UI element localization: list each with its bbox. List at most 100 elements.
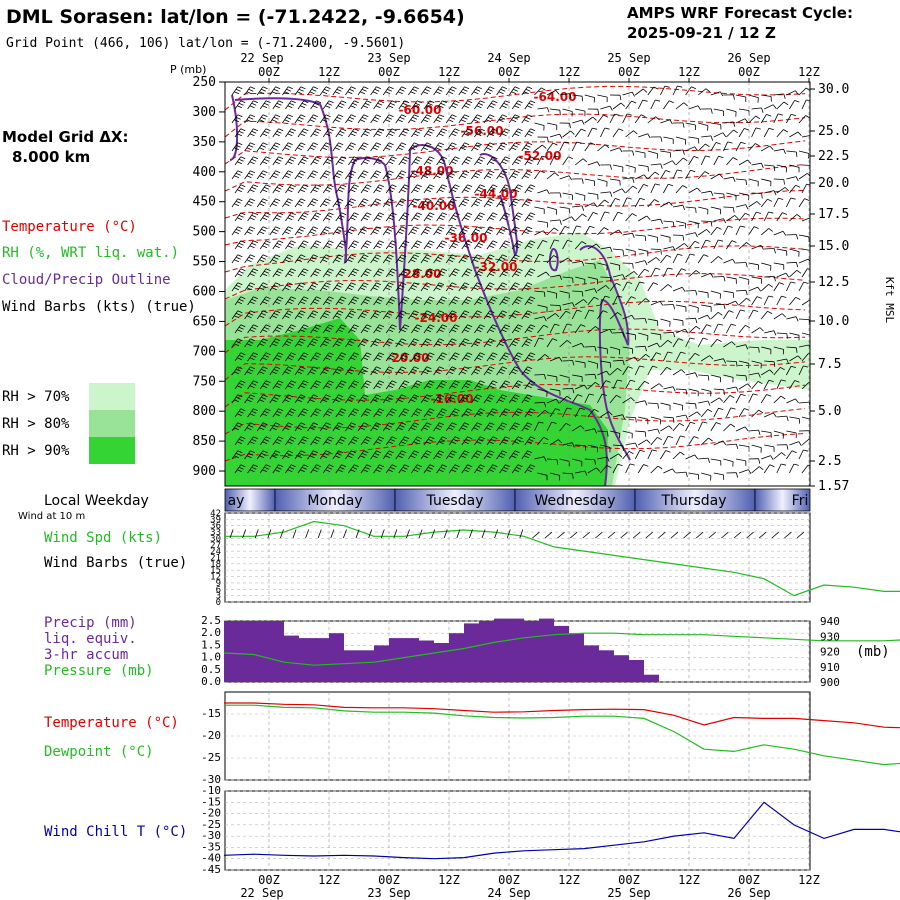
- wind-barb-flag: [322, 147, 328, 151]
- wind-barb-flag: [467, 380, 473, 384]
- wind-barb-flag: [234, 343, 240, 347]
- wind-barb-flag: [238, 466, 244, 470]
- wind-barb-flag: [476, 385, 482, 389]
- wind-barb: [256, 394, 264, 404]
- precip-bar-18: [494, 618, 509, 682]
- wind-barb-flag: [773, 361, 776, 367]
- wind-barb-flag: [349, 312, 355, 316]
- wind-barb: [675, 471, 687, 474]
- wind-barb: [675, 102, 685, 110]
- wind-barb-flag: [489, 217, 495, 221]
- wind-barb-flag: [426, 450, 432, 454]
- wind-barb: [231, 338, 239, 348]
- wind-barb: [622, 346, 633, 350]
- wind-barb-flag: [426, 413, 432, 417]
- wind-barb-flag: [364, 158, 370, 162]
- wind-barb-flag: [690, 169, 696, 173]
- wind-barb-flag: [467, 156, 473, 160]
- wind-barb-flag: [438, 133, 444, 137]
- wind-barb: [660, 425, 670, 432]
- wind-barb-flag: [473, 203, 479, 207]
- wind-barb-flag: [517, 268, 523, 272]
- wind-barb-flag: [467, 184, 473, 188]
- wind-barb: [370, 254, 377, 264]
- wind-barb-flag: [249, 329, 255, 333]
- wind-barb: [272, 464, 279, 474]
- wind-barb-flag: [311, 256, 317, 260]
- wind-barb: [584, 94, 595, 98]
- wind-barb: [572, 374, 583, 378]
- wind-barb-flag: [424, 116, 430, 120]
- wind-barb: [751, 360, 762, 364]
- wind-barb-flag: [439, 282, 445, 286]
- wind-barb-flag: [379, 380, 385, 384]
- wind-barb-flag: [338, 86, 344, 90]
- wind-barb: [773, 313, 783, 320]
- wind-barb: [423, 436, 431, 446]
- wind-barb: [259, 296, 267, 306]
- wind-barb: [584, 373, 595, 376]
- wind-barb-flag: [514, 170, 520, 174]
- wind-barb-flag: [552, 142, 558, 146]
- wind-barb-flag: [290, 324, 296, 328]
- wind-barb: [751, 327, 761, 334]
- wind-barb: [496, 114, 503, 124]
- wind-barb-flag: [300, 105, 306, 109]
- wind-barb: [562, 323, 568, 334]
- wind-barb-flag: [336, 452, 342, 456]
- wind-barb-flag: [758, 458, 761, 464]
- wind-barb-flag: [767, 310, 773, 314]
- wind-barb-flag: [328, 240, 334, 244]
- wind-barb-flag: [287, 142, 293, 146]
- wind-barb-flag: [387, 452, 392, 456]
- wind-barb-flag: [450, 200, 455, 204]
- wind-barb-flag: [590, 142, 596, 146]
- wind-barb-flag: [795, 398, 799, 404]
- wind-barb-flag: [379, 184, 385, 188]
- wind-barb: [357, 282, 365, 292]
- wind-barb: [760, 114, 767, 124]
- wind-barb-flag: [324, 452, 329, 456]
- wind-barb-flag: [740, 393, 746, 396]
- wind-barb-flag: [238, 326, 244, 330]
- wind-barb-flag: [581, 261, 585, 266]
- wind-barb: [609, 113, 615, 124]
- wind-barb-flag: [439, 450, 445, 454]
- wind-barb-flag: [328, 324, 334, 328]
- wind-barb: [549, 155, 555, 166]
- wind-barb-flag: [710, 221, 713, 227]
- wind-barb-flag: [413, 310, 419, 314]
- wind-barb-flag: [412, 452, 418, 456]
- wind-barb: [786, 150, 797, 153]
- wind-barb-flag: [264, 466, 269, 470]
- wind-barb-flag: [300, 86, 306, 90]
- wind-barb-flag: [363, 245, 369, 249]
- height-tick-11: 1.57: [818, 479, 849, 494]
- wind-barb: [650, 183, 656, 194]
- wind-barb-flag: [325, 357, 331, 361]
- wind-barb-flag: [748, 469, 752, 475]
- precip-bar-1: [239, 621, 254, 682]
- wind-barb: [801, 164, 810, 166]
- wind-barb: [348, 100, 355, 110]
- wind-barb: [801, 416, 810, 420]
- wind-barb-flag: [614, 113, 620, 116]
- wind-barb-flag: [290, 408, 296, 412]
- wind-barb-flag: [341, 212, 347, 216]
- wind-barb: [723, 141, 728, 152]
- wind-barb: [282, 114, 289, 124]
- wind-barb: [436, 240, 443, 250]
- surface-wind-barb: [292, 529, 297, 539]
- wind-barb-flag: [617, 211, 623, 215]
- wind-barb: [534, 230, 544, 236]
- wind-barb-flag: [791, 450, 797, 454]
- wind-barb-flag: [287, 133, 293, 137]
- wind-barb-flag: [352, 382, 358, 386]
- wind-barb-flag: [251, 326, 257, 330]
- wind-barb: [789, 416, 800, 419]
- wind-barb-flag: [312, 161, 318, 165]
- wind-barb-flag: [761, 193, 763, 199]
- wind-barb: [789, 355, 799, 362]
- wind-barb-flag: [298, 144, 304, 148]
- wind-barb-flag: [284, 343, 290, 347]
